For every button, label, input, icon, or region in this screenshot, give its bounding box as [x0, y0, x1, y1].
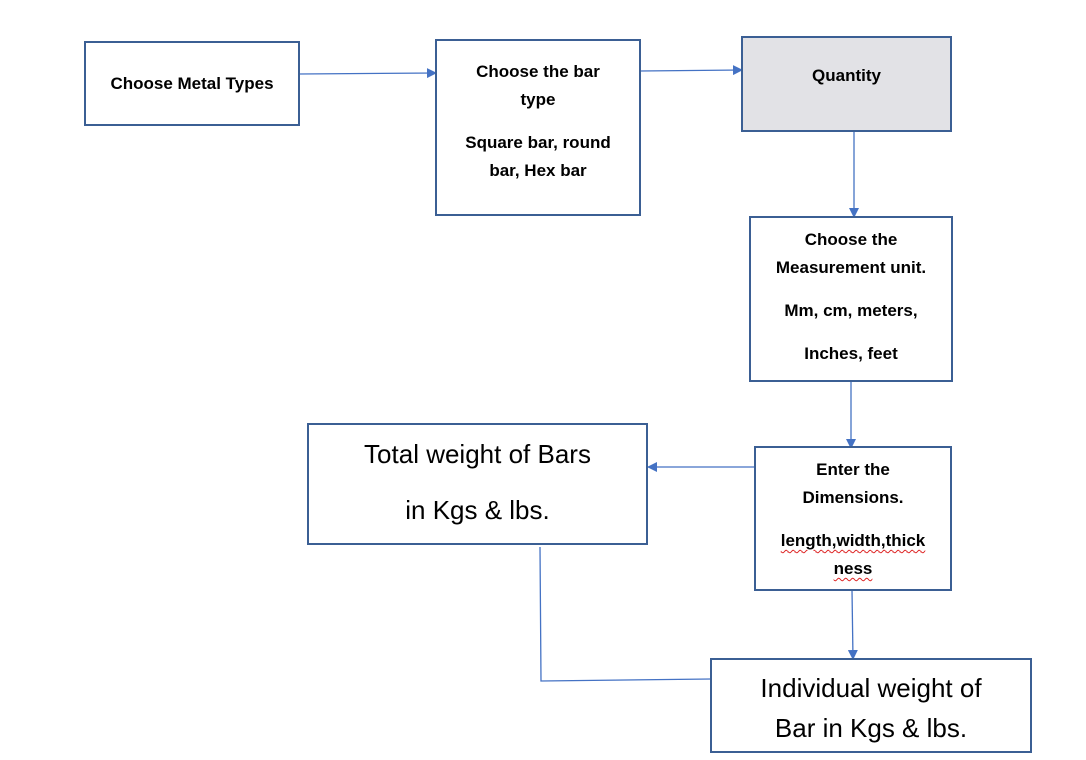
- individual-weight-line1: Individual weight of: [760, 673, 982, 703]
- unit-title-line1: Choose the: [804, 230, 898, 249]
- bar-type-options-line2: bar, Hex bar: [489, 161, 587, 180]
- unit-title-line2: Measurement unit.: [775, 258, 927, 277]
- bar-type-title-line2: type: [520, 90, 556, 109]
- bar-type-box: Choose the bar type Square bar, round ba…: [435, 39, 641, 216]
- metal-type-box: Choose Metal Types: [84, 41, 300, 126]
- quantity-box: Quantity: [741, 36, 952, 132]
- total-weight-line1: Total weight of Bars: [364, 439, 591, 469]
- dimensions-box: Enter the Dimensions. length,width,thick…: [754, 446, 952, 591]
- dims-fields-line2: ness: [833, 559, 873, 578]
- bar-type-options-line1: Square bar, round: [465, 133, 611, 152]
- arrow-dims-to-individual: [847, 589, 858, 660]
- dims-title-line1: Enter the: [816, 460, 890, 479]
- dims-title-line2: Dimensions.: [802, 488, 904, 507]
- quantity-label: Quantity: [812, 66, 881, 85]
- unit-options-line1: Mm, cm, meters,: [784, 301, 918, 320]
- bar-type-title-line1: Choose the bar: [476, 62, 600, 81]
- total-weight-box: Total weight of Bars in Kgs & lbs.: [307, 423, 648, 545]
- arrow-metal-to-bar: [298, 68, 437, 79]
- unit-options-line2: Inches, feet: [804, 344, 898, 363]
- connector-individual-to-total: [539, 546, 712, 682]
- metal-type-label: Choose Metal Types: [110, 73, 274, 93]
- individual-weight-box: Individual weight of Bar in Kgs & lbs.: [710, 658, 1032, 753]
- individual-weight-line2: Bar in Kgs & lbs.: [774, 713, 968, 743]
- dims-fields-line1: length,width,thick: [780, 531, 926, 550]
- total-weight-line2: in Kgs & lbs.: [405, 495, 550, 525]
- measurement-unit-box: Choose the Measurement unit. Mm, cm, met…: [749, 216, 953, 382]
- arrow-bar-to-quantity: [639, 65, 743, 76]
